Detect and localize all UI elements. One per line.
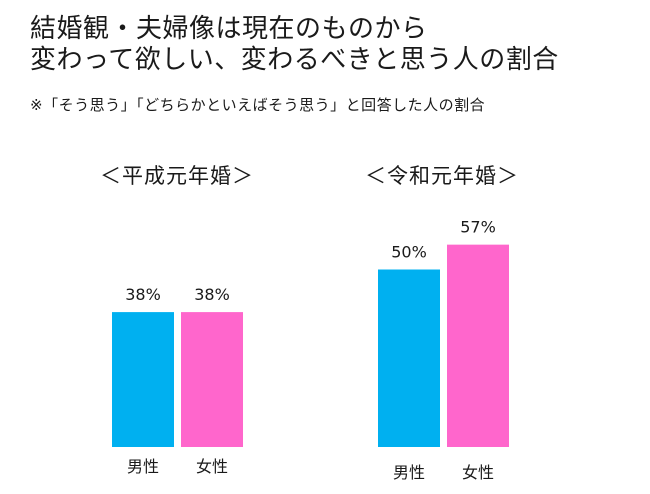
chart-note: ※「そう思う」「どちらかといえばそう思う」と回答した人の割合 xyxy=(30,96,486,114)
category-label-reiwa-male: 男性 xyxy=(393,463,425,482)
group-label-reiwa: ＜令和元年婚＞ xyxy=(365,164,519,188)
bar-reiwa-male xyxy=(378,269,440,447)
value-label-heisei-female: 38% xyxy=(194,285,230,304)
title-line-2: 変わって欲しい、変わるべきと思う人の割合 xyxy=(30,45,559,75)
category-label-reiwa-female: 女性 xyxy=(462,463,494,482)
category-label-heisei-female: 女性 xyxy=(196,457,228,476)
chart-title: 結婚観・夫婦像は現在のものから 変わって欲しい、変わるべきと思う人の割合 xyxy=(30,14,559,76)
value-label-heisei-male: 38% xyxy=(125,285,161,304)
value-label-reiwa-male: 50% xyxy=(391,243,427,262)
category-label-heisei-male: 男性 xyxy=(127,457,159,476)
title-line-1: 結婚観・夫婦像は現在のものから xyxy=(30,14,428,44)
bar-reiwa-female xyxy=(447,244,509,447)
bar-heisei-female xyxy=(181,312,243,447)
value-label-reiwa-female: 57% xyxy=(460,218,496,237)
group-label-heisei: ＜平成元年婚＞ xyxy=(100,164,254,188)
bar-heisei-male xyxy=(112,312,174,447)
